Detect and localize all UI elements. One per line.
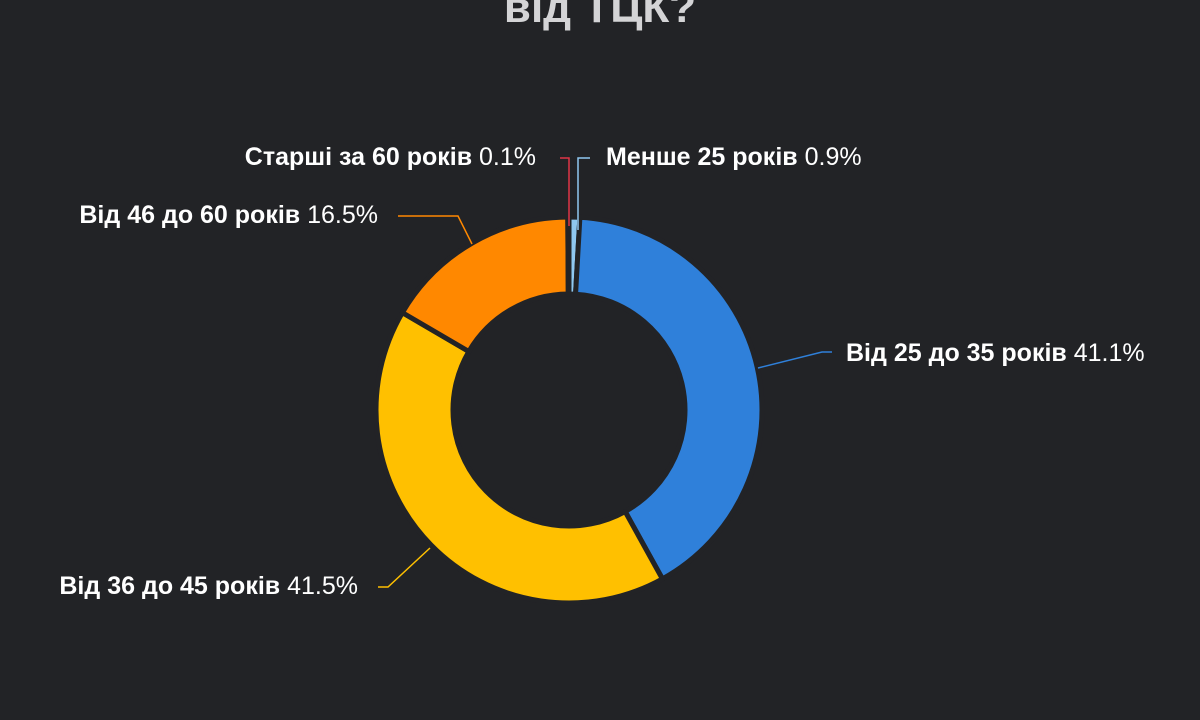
slice-label-1: Менше 25 років 0.9% — [606, 143, 862, 171]
slice-label-name: Від 36 до 45 років — [59, 572, 287, 600]
slices-group — [373, 214, 765, 606]
slice-label-value: 0.1% — [479, 143, 536, 171]
slice-3[interactable] — [373, 310, 665, 606]
chart-title: від ТЦК? — [503, 0, 697, 32]
slice-label-2: Від 25 до 35 років 41.1% — [846, 339, 1145, 367]
slice-label-4: Від 46 до 60 років 16.5% — [79, 201, 378, 229]
slice-label-value: 41.5% — [287, 572, 358, 600]
slice-label-5: Старші за 60 років 0.1% — [245, 143, 536, 171]
slice-label-value: 0.9% — [805, 143, 862, 171]
leader-line-4 — [398, 215, 473, 245]
labels-group: Менше 25 років 0.9% Від 25 до 35 років 41… — [59, 143, 1144, 600]
slice-5[interactable] — [565, 214, 572, 297]
slice-label-name: Старші за 60 років — [245, 143, 479, 171]
slice-label-3: Від 36 до 45 років 41.5% — [59, 572, 358, 600]
slice-label-name: Від 25 до 35 років — [846, 339, 1074, 367]
slice-label-name: Менше 25 років — [606, 143, 805, 171]
slice-2[interactable] — [573, 214, 765, 582]
leader-line-3 — [378, 547, 431, 588]
leader-line-5 — [560, 157, 570, 226]
slice-label-value: 16.5% — [307, 201, 378, 229]
slice-label-value: 41.1% — [1074, 339, 1145, 367]
slice-label-name: Від 46 до 60 років — [79, 201, 307, 229]
leader-line-2 — [757, 351, 832, 369]
leader-line-1 — [577, 157, 590, 230]
